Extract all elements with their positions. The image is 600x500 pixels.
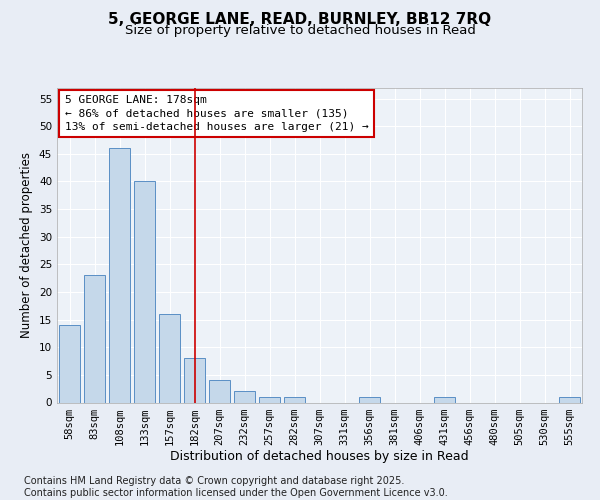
Text: 5, GEORGE LANE, READ, BURNLEY, BB12 7RQ: 5, GEORGE LANE, READ, BURNLEY, BB12 7RQ (109, 12, 491, 28)
Bar (134, 182, 155, 402)
Bar (184, 358, 205, 403)
Bar (284, 397, 305, 402)
Y-axis label: Number of detached properties: Number of detached properties (20, 152, 34, 338)
Bar (359, 397, 380, 402)
Text: 5 GEORGE LANE: 178sqm
← 86% of detached houses are smaller (135)
13% of semi-det: 5 GEORGE LANE: 178sqm ← 86% of detached … (65, 96, 368, 132)
Bar (209, 380, 230, 402)
X-axis label: Distribution of detached houses by size in Read: Distribution of detached houses by size … (170, 450, 469, 464)
Bar (559, 397, 580, 402)
Bar (84, 276, 105, 402)
Bar (59, 325, 80, 402)
Text: Size of property relative to detached houses in Read: Size of property relative to detached ho… (125, 24, 475, 37)
Bar (109, 148, 130, 402)
Bar (234, 392, 255, 402)
Bar (434, 397, 455, 402)
Text: Contains HM Land Registry data © Crown copyright and database right 2025.
Contai: Contains HM Land Registry data © Crown c… (24, 476, 448, 498)
Bar (159, 314, 180, 402)
Bar (259, 397, 280, 402)
